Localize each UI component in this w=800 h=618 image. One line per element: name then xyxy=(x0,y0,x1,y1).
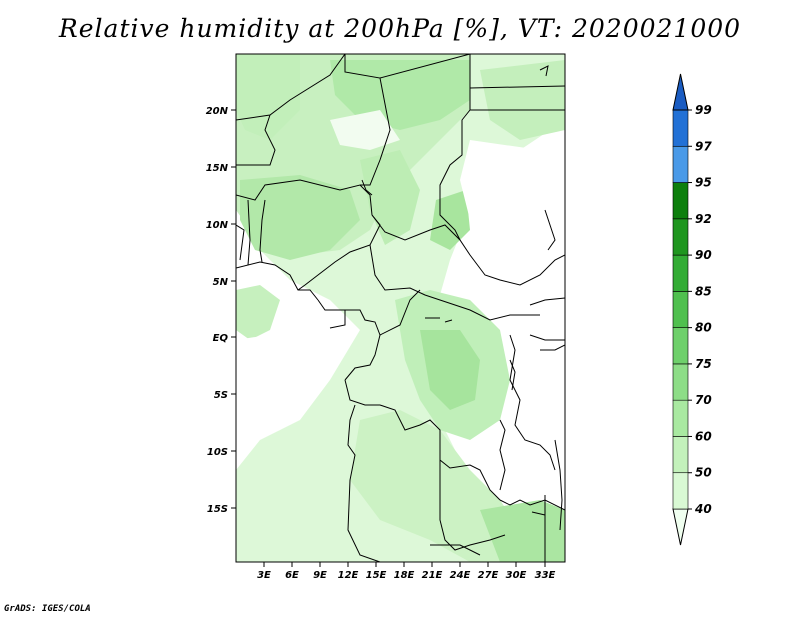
lat-label: 10N xyxy=(206,220,229,231)
map-frame xyxy=(235,53,566,563)
lon-label: 6E xyxy=(285,570,299,581)
colorbar-label: 97 xyxy=(695,139,712,153)
colorbar-segment xyxy=(672,363,689,401)
lon-tick-9E: 9E xyxy=(313,562,327,581)
lon-label: 27E xyxy=(478,570,499,581)
lat-tick-EQ: EQ xyxy=(213,333,236,344)
lon-tick-21E: 21E xyxy=(422,562,443,581)
lat-label: 15S xyxy=(207,504,228,515)
colorbar-label: 60 xyxy=(695,429,712,443)
lat-tick-15N: 15N xyxy=(206,163,236,174)
colorbar-lower-arrow xyxy=(672,508,689,546)
lon-tick-3E: 3E xyxy=(257,562,271,581)
latitude-axis: 20N 15N 10N 5N EQ 5S 10S 15S xyxy=(206,106,236,515)
lon-label: 15E xyxy=(366,570,387,581)
lon-tick-33E: 33E xyxy=(535,562,556,581)
lon-tick-15E: 15E xyxy=(366,562,387,581)
lat-tick-15S: 15S xyxy=(207,504,236,515)
lat-label: 5S xyxy=(214,390,228,401)
colorbar-segment xyxy=(672,254,689,292)
colorbar-label: 92 xyxy=(695,212,712,226)
lat-tick-20N: 20N xyxy=(206,106,236,117)
colorbar-label: 95 xyxy=(695,176,712,190)
lon-tick-30E: 30E xyxy=(506,562,527,581)
lat-label: 5N xyxy=(213,277,229,288)
colorbar-label: 75 xyxy=(695,357,712,371)
colorbar-upper-arrow xyxy=(672,73,689,111)
lon-label: 21E xyxy=(422,570,443,581)
lon-label: 18E xyxy=(394,570,415,581)
colorbar-label: 99 xyxy=(695,103,712,117)
colorbar-segment xyxy=(672,472,689,510)
country-borders xyxy=(236,54,565,562)
lon-tick-24E: 24E xyxy=(450,562,471,581)
lon-label: 33E xyxy=(535,570,556,581)
lon-label: 3E xyxy=(257,570,271,581)
longitude-axis: 3E 6E 9E 12E 15E 18E 21E 24E 27E 30E 33E xyxy=(257,562,556,581)
colorbar-segment xyxy=(672,182,689,220)
colorbar-label: 80 xyxy=(695,321,712,335)
footer-credit: GrADS: IGES/COLA xyxy=(4,604,91,614)
lon-label: 12E xyxy=(338,570,359,581)
lon-tick-18E: 18E xyxy=(394,562,415,581)
colorbar-segment xyxy=(672,291,689,328)
colorbar-label: 85 xyxy=(695,284,712,298)
lon-tick-6E: 6E xyxy=(285,562,299,581)
lat-tick-10S: 10S xyxy=(207,447,236,458)
colorbar-segment xyxy=(672,436,689,474)
lat-label: EQ xyxy=(213,333,229,344)
lat-label: 10S xyxy=(207,447,228,458)
lon-tick-27E: 27E xyxy=(478,562,499,581)
colorbar-segment xyxy=(672,218,689,256)
colorbar-segment xyxy=(672,327,689,365)
colorbar-label: 70 xyxy=(695,393,712,407)
lat-tick-5S: 5S xyxy=(214,390,236,401)
colorbar-label: 40 xyxy=(694,502,712,516)
lat-label: 15N xyxy=(206,163,229,174)
color-bar: 40 50 60 70 75 80 85 90 92 95 97 99 xyxy=(672,73,712,546)
lon-label: 30E xyxy=(506,570,527,581)
lat-tick-5N: 5N xyxy=(213,277,236,288)
lat-label: 20N xyxy=(206,106,229,117)
chart-title: Relative humidity at 200hPa [%], VT: 202… xyxy=(58,14,742,43)
colorbar-segment xyxy=(672,109,689,147)
lat-tick-10N: 10N xyxy=(206,220,236,231)
lon-label: 24E xyxy=(450,570,471,581)
colorbar-label: 90 xyxy=(695,248,712,262)
lon-label: 9E xyxy=(313,570,327,581)
lon-tick-12E: 12E xyxy=(338,562,359,581)
humidity-field xyxy=(236,54,565,562)
colorbar-segment xyxy=(672,399,689,437)
colorbar-segment xyxy=(672,145,689,183)
colorbar-label: 50 xyxy=(695,466,712,480)
